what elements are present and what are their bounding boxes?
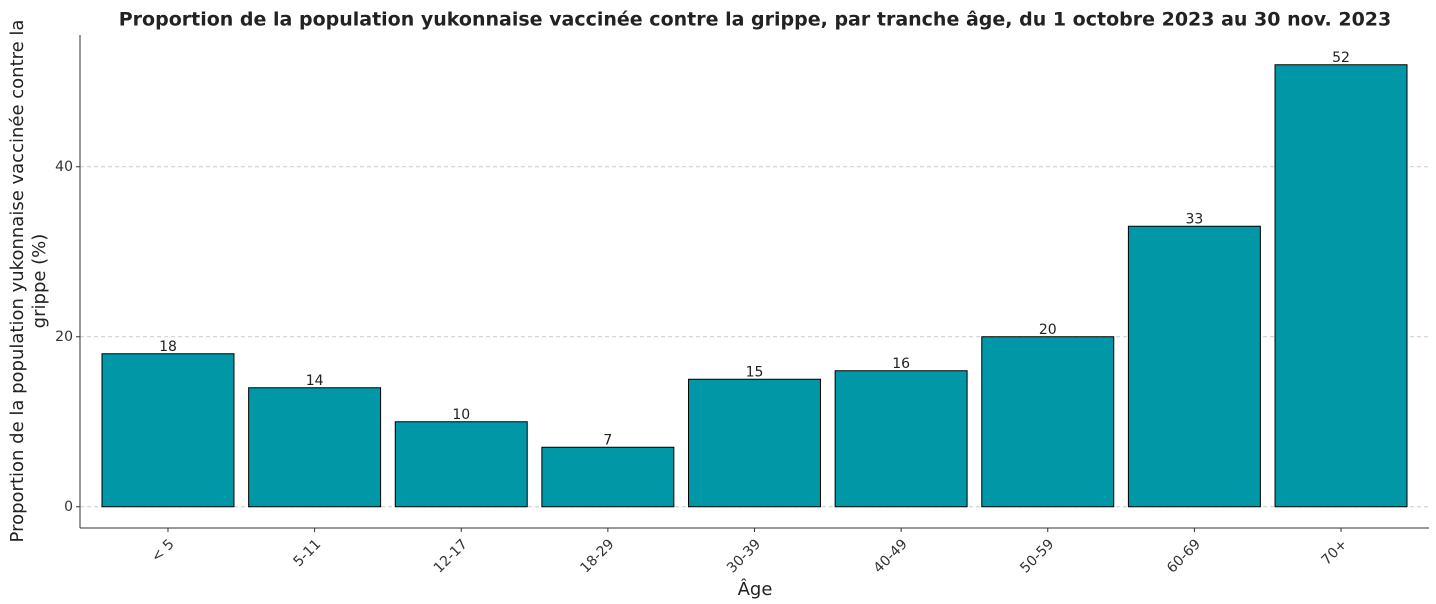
y-tick-label: 0 <box>64 499 73 515</box>
x-tick-label: 60-69 <box>1164 536 1204 576</box>
bar <box>248 387 382 508</box>
data-label: 7 <box>603 432 612 448</box>
x-tick-label: 18-29 <box>577 536 617 576</box>
x-tick-label: 5-11 <box>290 536 324 570</box>
y-tick-label: 20 <box>55 329 73 345</box>
y-axis-title: Proportion de la population yukonnaise v… <box>7 20 50 543</box>
x-tick-label: 12-17 <box>431 536 471 576</box>
data-label: 20 <box>1039 322 1057 338</box>
x-tick-label: 30-39 <box>724 536 764 576</box>
data-label: 18 <box>159 339 177 355</box>
bar <box>101 353 235 508</box>
x-tick-label: 40-49 <box>871 536 911 576</box>
y-axis-title-line: Proportion de la population yukonnaise v… <box>7 20 28 543</box>
chart-title: Proportion de la population yukonnaise v… <box>119 9 1392 31</box>
x-tick-label: 50-59 <box>1017 536 1057 576</box>
data-label: 16 <box>892 356 910 372</box>
bar <box>1274 64 1408 508</box>
bar <box>541 446 675 508</box>
x-tick-label: 70+ <box>1318 536 1350 568</box>
bar <box>394 421 528 508</box>
bar <box>688 378 821 508</box>
data-label: 10 <box>452 407 470 423</box>
data-label: 14 <box>306 373 324 389</box>
data-label: 33 <box>1185 211 1203 227</box>
bar <box>1127 225 1261 508</box>
x-axis-title: Âge <box>738 578 773 600</box>
y-axis-title-line: grippe (%) <box>29 234 50 329</box>
data-label: 52 <box>1332 50 1350 66</box>
x-tick-label: < 5 <box>149 536 178 565</box>
bar <box>981 336 1115 508</box>
y-tick-label: 40 <box>55 159 73 175</box>
data-label: 15 <box>746 364 764 380</box>
bar <box>834 370 968 508</box>
